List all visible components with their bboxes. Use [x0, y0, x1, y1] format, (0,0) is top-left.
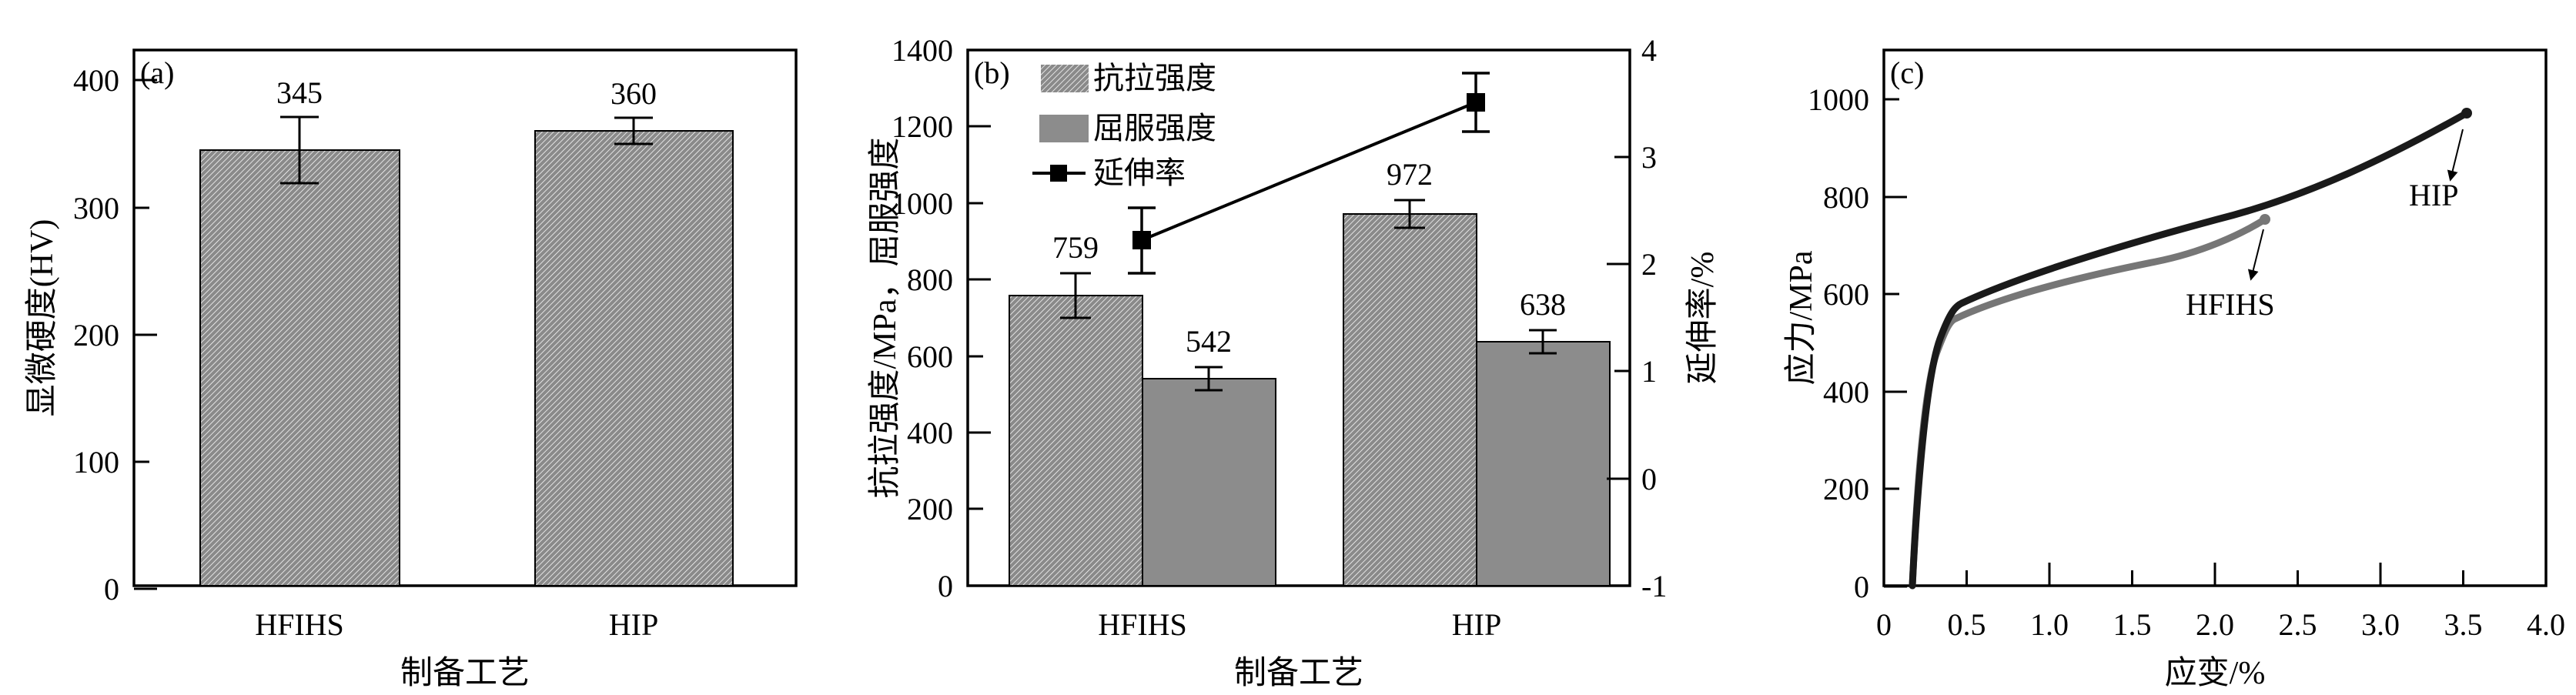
- svg-text:4: 4: [1641, 33, 1657, 68]
- svg-text:制备工艺: 制备工艺: [1234, 656, 1363, 691]
- svg-text:360: 360: [611, 76, 657, 111]
- svg-text:800: 800: [1823, 180, 1869, 215]
- svg-text:(b): (b): [974, 55, 1010, 90]
- svg-text:300: 300: [73, 191, 119, 226]
- svg-text:200: 200: [907, 492, 953, 526]
- svg-text:972: 972: [1387, 157, 1433, 192]
- svg-text:400: 400: [907, 416, 953, 450]
- svg-text:HFIHS: HFIHS: [255, 607, 344, 642]
- svg-text:应变/%: 应变/%: [2165, 655, 2266, 691]
- svg-text:2.0: 2.0: [2196, 607, 2234, 642]
- svg-text:HIP: HIP: [2409, 178, 2458, 212]
- svg-text:HIP: HIP: [609, 607, 658, 642]
- svg-text:345: 345: [276, 75, 323, 110]
- svg-text:3: 3: [1641, 140, 1657, 175]
- svg-text:(a): (a): [140, 55, 174, 90]
- svg-text:抗拉强度/MPa，屈服强度: 抗拉强度/MPa，屈服强度: [867, 137, 903, 498]
- svg-text:800: 800: [907, 262, 953, 297]
- svg-text:400: 400: [73, 63, 119, 98]
- svg-text:100: 100: [73, 445, 119, 479]
- svg-text:0.5: 0.5: [1948, 607, 1986, 642]
- svg-text:4.0: 4.0: [2527, 607, 2565, 642]
- svg-text:0: 0: [938, 569, 953, 603]
- svg-text:1.5: 1.5: [2113, 607, 2152, 642]
- svg-text:1.0: 1.0: [2030, 607, 2069, 642]
- svg-text:0: 0: [1854, 570, 1869, 604]
- svg-text:HFIHS: HFIHS: [1098, 607, 1187, 642]
- svg-text:0: 0: [1641, 462, 1657, 496]
- svg-text:2: 2: [1641, 247, 1657, 282]
- svg-text:延伸率: 延伸率: [1093, 155, 1186, 190]
- svg-text:2.5: 2.5: [2279, 607, 2317, 642]
- svg-text:HIP: HIP: [1452, 607, 1501, 642]
- svg-text:应力/MPa: 应力/MPa: [1783, 250, 1819, 385]
- svg-text:0: 0: [104, 572, 119, 606]
- svg-text:1000: 1000: [1808, 82, 1869, 117]
- svg-text:400: 400: [1823, 375, 1869, 409]
- svg-text:759: 759: [1052, 230, 1099, 265]
- svg-text:200: 200: [73, 318, 119, 353]
- svg-text:-1: -1: [1641, 569, 1667, 603]
- svg-text:542: 542: [1186, 324, 1232, 359]
- svg-text:600: 600: [1823, 277, 1869, 312]
- svg-text:(c): (c): [1890, 55, 1924, 90]
- svg-text:显微硬度(HV): 显微硬度(HV): [25, 219, 60, 417]
- svg-text:638: 638: [1520, 287, 1566, 322]
- svg-text:3.0: 3.0: [2361, 607, 2400, 642]
- svg-text:1400: 1400: [892, 33, 953, 68]
- svg-text:制备工艺: 制备工艺: [400, 656, 530, 691]
- svg-text:0: 0: [1876, 607, 1892, 642]
- svg-text:200: 200: [1823, 472, 1869, 506]
- svg-text:3.5: 3.5: [2444, 607, 2483, 642]
- svg-text:屈服强度: 屈服强度: [1093, 111, 1216, 145]
- svg-text:1: 1: [1641, 354, 1657, 389]
- svg-text:600: 600: [907, 339, 953, 374]
- svg-text:延伸率/%: 延伸率/%: [1684, 252, 1721, 385]
- svg-text:HFIHS: HFIHS: [2186, 287, 2275, 322]
- svg-text:抗拉强度: 抗拉强度: [1093, 61, 1216, 95]
